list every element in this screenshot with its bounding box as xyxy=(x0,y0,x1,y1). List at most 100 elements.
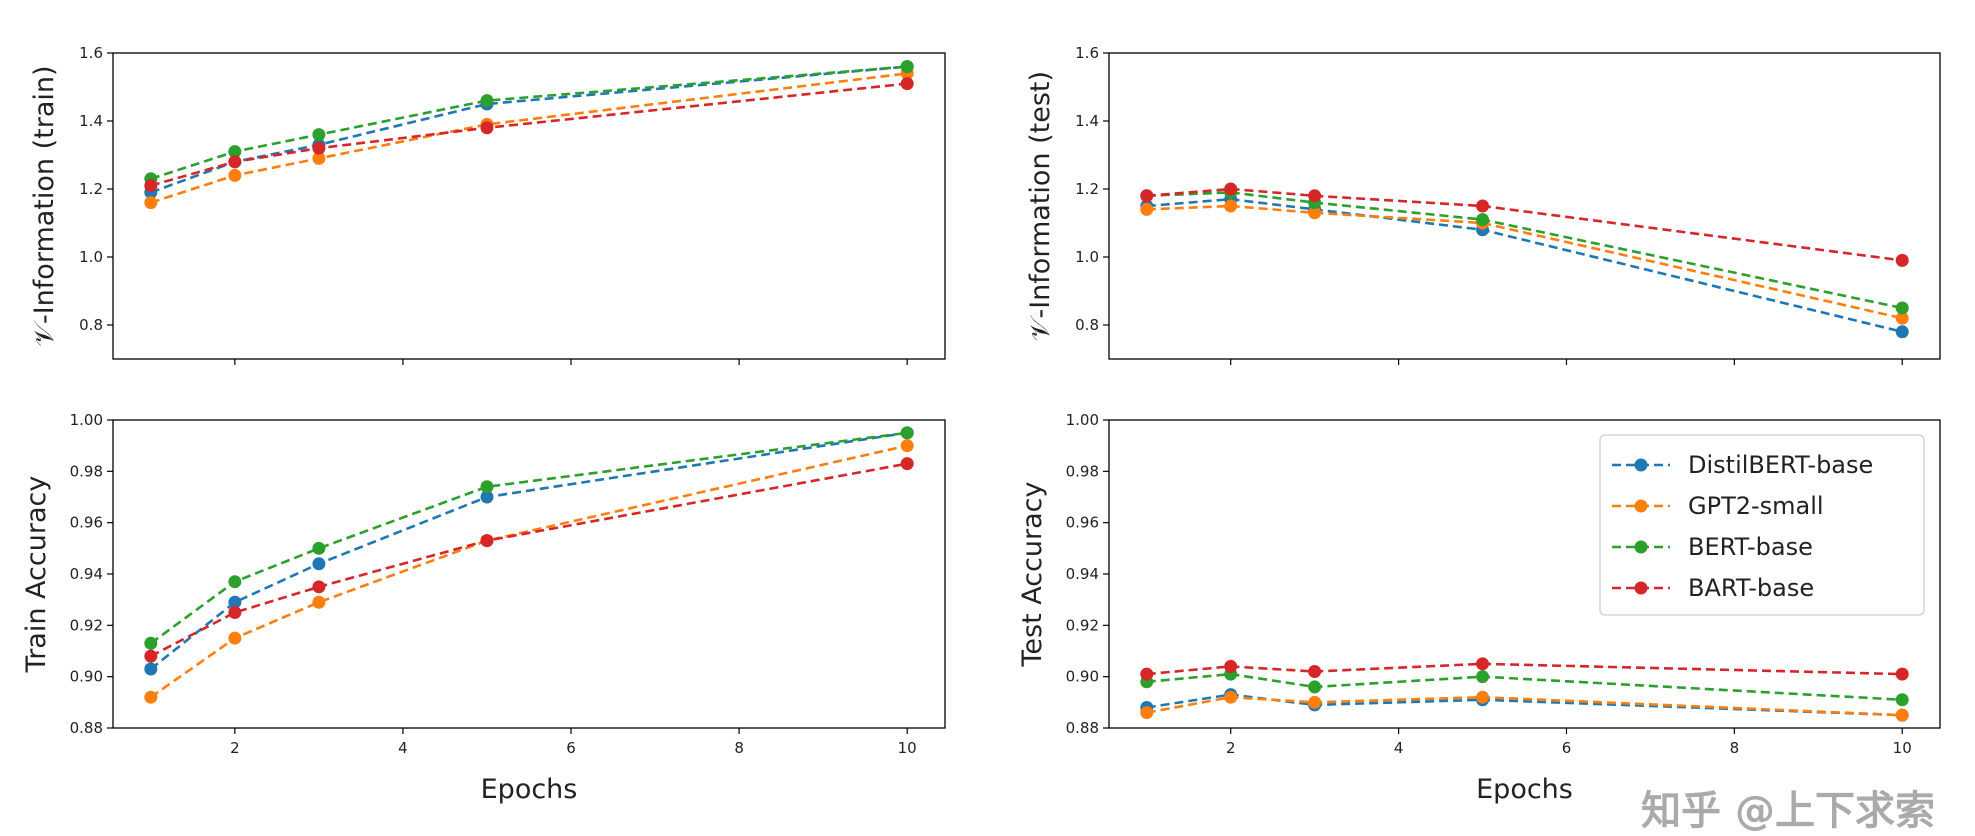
data-point xyxy=(144,196,158,210)
axes-frame xyxy=(1108,419,1941,729)
x-tick-label: 10 xyxy=(1893,739,1912,757)
y-tick-label: 0.8 xyxy=(79,316,103,334)
legend-marker xyxy=(1634,540,1648,554)
data-point xyxy=(1895,311,1909,325)
x-tick-label: 2 xyxy=(1226,739,1236,757)
series-line-bert-base xyxy=(1146,672,1903,702)
y-tick-label: 0.92 xyxy=(70,616,103,634)
legend-marker xyxy=(1634,581,1648,595)
series-line-distilbert-base xyxy=(150,65,908,194)
y-tick-label: 0.88 xyxy=(1066,719,1099,737)
legend-box xyxy=(1599,434,1925,616)
y-tick-label: 1.0 xyxy=(1075,248,1099,266)
y-tick-label: 1.0 xyxy=(79,248,103,266)
series-line-bert-base xyxy=(150,431,908,645)
y-tick-label: 0.96 xyxy=(1066,514,1099,532)
series-line-bart-base xyxy=(1146,662,1903,676)
x-tick-label: 8 xyxy=(734,739,744,757)
series-line-distilbert-base xyxy=(150,431,908,670)
data-point xyxy=(480,94,494,108)
y-axis-label: Test Accuracy xyxy=(1017,481,1048,667)
data-point xyxy=(228,145,242,159)
data-point xyxy=(900,426,914,440)
data-point xyxy=(1895,325,1909,339)
data-point xyxy=(1476,213,1490,227)
data-point xyxy=(144,636,158,650)
legend-marker xyxy=(1634,458,1648,472)
data-point xyxy=(144,662,158,676)
y-tick-label: 0.94 xyxy=(1066,565,1099,583)
data-point xyxy=(480,490,494,504)
data-point xyxy=(1224,659,1238,673)
legend-label: BART-base xyxy=(1688,574,1814,602)
series-line-gpt2-small xyxy=(1146,204,1903,320)
series-line-gpt2-small xyxy=(150,444,908,699)
y-tick-label: 1.2 xyxy=(79,180,103,198)
y-tick-label: 1.00 xyxy=(70,411,103,429)
series-line-gpt2-small xyxy=(1146,695,1903,717)
legend-label: DistilBERT-base xyxy=(1688,451,1873,479)
series-line-bert-base xyxy=(1146,191,1903,310)
data-point xyxy=(312,557,326,571)
y-axis-label: 𝒱-Information (train) xyxy=(29,65,60,346)
y-tick-label: 0.98 xyxy=(1066,462,1099,480)
data-point xyxy=(1308,665,1322,679)
x-tick-label: 6 xyxy=(1562,739,1572,757)
watermark: 知乎 @上下求索 xyxy=(1641,788,1935,832)
data-point xyxy=(228,168,242,182)
data-point xyxy=(1224,690,1238,704)
data-point xyxy=(1895,301,1909,315)
data-point xyxy=(144,690,158,704)
data-point xyxy=(144,179,158,193)
y-tick-label: 0.8 xyxy=(1075,316,1099,334)
data-point xyxy=(1308,695,1322,709)
x-tick-label: 10 xyxy=(898,739,917,757)
data-point xyxy=(480,121,494,135)
data-point xyxy=(480,480,494,494)
data-point xyxy=(1308,189,1322,203)
y-tick-label: 1.2 xyxy=(1075,180,1099,198)
data-point xyxy=(1895,708,1909,722)
data-point xyxy=(1308,680,1322,694)
y-tick-label: 1.6 xyxy=(1075,44,1099,62)
x-axis-label: Epochs xyxy=(1476,774,1573,805)
data-point xyxy=(1895,667,1909,681)
data-point xyxy=(144,649,158,663)
data-point xyxy=(312,141,326,155)
y-tick-label: 1.6 xyxy=(79,44,103,62)
data-point xyxy=(228,155,242,169)
data-point xyxy=(900,77,914,91)
data-point xyxy=(228,631,242,645)
axes-frame xyxy=(112,419,946,729)
y-axis-label: Train Accuracy xyxy=(21,476,52,674)
data-point xyxy=(1140,667,1154,681)
data-point xyxy=(312,151,326,165)
x-axis-label: Epochs xyxy=(481,774,578,805)
x-tick-label: 4 xyxy=(398,739,408,757)
data-point xyxy=(1140,706,1154,720)
y-tick-label: 0.92 xyxy=(1066,616,1099,634)
axes-frame xyxy=(112,52,946,360)
legend-label: BERT-base xyxy=(1688,533,1813,561)
y-tick-label: 1.4 xyxy=(1075,112,1099,130)
y-tick-label: 0.94 xyxy=(70,565,103,583)
data-point xyxy=(312,128,326,142)
data-point xyxy=(312,541,326,555)
data-point xyxy=(1476,670,1490,684)
data-point xyxy=(1476,690,1490,704)
data-point xyxy=(1895,253,1909,267)
legend-label: GPT2-small xyxy=(1688,492,1824,520)
y-axis-label: 𝒱-Information (test) xyxy=(1025,71,1056,341)
data-point xyxy=(312,580,326,594)
series-line-bart-base xyxy=(1146,187,1903,262)
data-point xyxy=(228,575,242,589)
series-line-distilbert-base xyxy=(1146,197,1903,334)
data-point xyxy=(228,606,242,619)
data-point xyxy=(480,534,494,548)
data-point xyxy=(1224,182,1238,196)
data-point xyxy=(900,439,914,453)
x-tick-label: 6 xyxy=(566,739,576,757)
data-point xyxy=(900,457,914,471)
series-line-gpt2-small xyxy=(150,72,908,204)
